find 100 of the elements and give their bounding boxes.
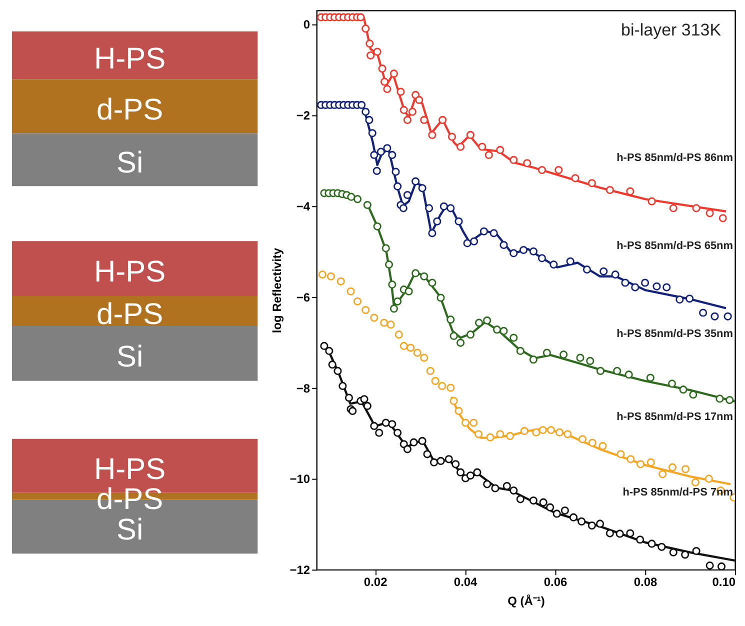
point — [564, 430, 572, 438]
point — [662, 283, 671, 292]
point — [588, 179, 596, 188]
y-tick-label: −6 — [296, 290, 310, 304]
y-tick-label: −4 — [296, 199, 310, 214]
point — [566, 257, 574, 266]
point — [338, 382, 347, 390]
point — [658, 542, 666, 551]
point — [718, 214, 727, 222]
point — [538, 254, 546, 262]
point — [413, 348, 422, 357]
point — [388, 150, 396, 160]
point — [438, 382, 446, 390]
point — [446, 384, 455, 392]
point — [474, 318, 484, 327]
point — [506, 432, 514, 440]
point — [679, 386, 688, 394]
point — [394, 330, 403, 339]
point — [438, 116, 447, 124]
point — [692, 204, 700, 212]
text: Si — [116, 340, 144, 374]
point — [378, 64, 386, 73]
point — [496, 430, 504, 438]
point — [588, 522, 596, 530]
point — [456, 338, 465, 347]
point — [552, 510, 561, 518]
point — [403, 190, 412, 200]
point — [418, 436, 426, 446]
point — [529, 247, 538, 256]
point — [425, 204, 434, 212]
point — [706, 562, 714, 570]
point — [406, 344, 415, 352]
point — [681, 550, 690, 559]
point — [461, 418, 470, 427]
point — [598, 442, 607, 450]
point — [446, 316, 455, 324]
point — [410, 438, 418, 446]
y-axis-title: log Reflectivity — [270, 248, 284, 334]
annotation: h-PS 85nm/d-PS 65nm — [616, 240, 734, 252]
point — [454, 406, 463, 416]
point — [636, 460, 645, 468]
point — [466, 330, 474, 339]
point — [412, 269, 420, 278]
point — [446, 204, 455, 212]
point — [538, 166, 546, 174]
point — [466, 130, 474, 140]
point — [569, 513, 578, 522]
point — [336, 277, 345, 286]
point — [692, 546, 700, 556]
point — [621, 278, 630, 287]
point — [383, 144, 392, 152]
point — [626, 529, 634, 538]
point — [726, 396, 734, 404]
text: H-PS — [94, 256, 166, 289]
point — [516, 346, 524, 355]
point — [370, 314, 378, 322]
point — [724, 312, 732, 320]
y-tick-label: 0 — [303, 18, 310, 32]
annotation: h-PS 85nm/d-PS 35nm — [616, 328, 734, 340]
point — [546, 426, 556, 434]
point — [496, 146, 504, 154]
point — [717, 562, 726, 570]
point — [365, 116, 374, 124]
point — [646, 458, 655, 466]
point — [626, 455, 635, 464]
point — [529, 356, 538, 364]
point — [428, 278, 436, 287]
point — [426, 366, 434, 375]
point — [686, 294, 694, 303]
point — [500, 240, 508, 250]
point — [646, 374, 654, 382]
point — [400, 106, 408, 114]
point — [334, 366, 342, 375]
point — [388, 420, 396, 428]
point — [353, 195, 362, 204]
point — [576, 354, 584, 362]
text: d-PS — [96, 93, 164, 126]
point — [492, 326, 502, 334]
line-series — [450, 396, 732, 486]
point — [626, 187, 634, 196]
point — [360, 395, 368, 404]
y-tick-label: −8 — [296, 381, 310, 396]
point — [428, 130, 436, 140]
point — [473, 468, 482, 476]
point — [372, 166, 381, 175]
point — [588, 438, 596, 447]
point — [408, 108, 416, 116]
point — [668, 463, 677, 472]
point — [578, 435, 587, 444]
point — [676, 296, 684, 304]
point — [640, 278, 650, 287]
point — [433, 217, 442, 226]
point — [450, 396, 458, 406]
point — [420, 354, 428, 362]
point — [399, 204, 408, 212]
text: H-PS — [94, 42, 166, 76]
point — [420, 272, 428, 280]
point — [400, 342, 408, 350]
point — [681, 465, 690, 474]
point — [483, 316, 492, 325]
